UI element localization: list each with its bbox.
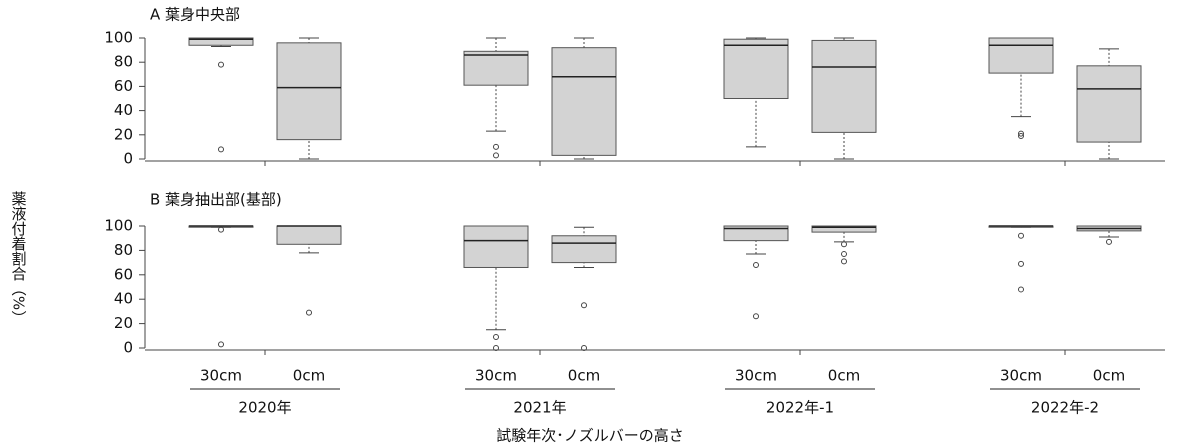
box bbox=[551, 47, 617, 156]
y-tick-label: 20 bbox=[114, 125, 133, 143]
y-tick-label: 60 bbox=[114, 77, 133, 95]
outlier bbox=[581, 345, 587, 351]
x-tick-label: 0cm bbox=[568, 367, 600, 385]
outlier bbox=[218, 61, 224, 68]
outlier bbox=[1018, 133, 1024, 140]
x-tick-label: 30cm bbox=[475, 367, 517, 385]
outlier bbox=[218, 146, 224, 153]
y-tick-label: 100 bbox=[104, 217, 133, 235]
panel-title: B 葉身抽出部(基部) bbox=[150, 191, 282, 209]
y-axis-label: 薬液付着割合（%） bbox=[10, 191, 28, 325]
outlier bbox=[1018, 260, 1024, 267]
panel-title: A 葉身中央部 bbox=[150, 6, 240, 24]
outlier bbox=[493, 143, 499, 150]
group-label: 2020年 bbox=[238, 399, 291, 417]
box bbox=[811, 39, 877, 133]
box bbox=[551, 235, 617, 264]
box bbox=[811, 225, 877, 233]
y-tick-label: 0 bbox=[123, 150, 133, 168]
outlier bbox=[841, 251, 847, 258]
y-tick-label: 80 bbox=[114, 241, 133, 259]
box bbox=[276, 225, 342, 245]
y-tick-label: 0 bbox=[123, 339, 133, 357]
box bbox=[463, 225, 529, 268]
outlier bbox=[753, 262, 759, 269]
box bbox=[463, 50, 529, 86]
outlier bbox=[1106, 238, 1112, 245]
outlier bbox=[581, 302, 587, 309]
box bbox=[723, 225, 789, 242]
outlier bbox=[1018, 286, 1024, 293]
x-tick-label: 30cm bbox=[1000, 367, 1042, 385]
outlier bbox=[753, 313, 759, 320]
box bbox=[276, 42, 342, 141]
y-tick-label: 80 bbox=[114, 53, 133, 71]
outlier bbox=[218, 341, 224, 348]
outlier bbox=[493, 334, 499, 341]
x-tick-label: 30cm bbox=[735, 367, 777, 385]
box bbox=[723, 38, 789, 99]
y-tick-label: 40 bbox=[114, 290, 133, 308]
group-label: 2022年-2 bbox=[1031, 399, 1099, 417]
x-tick-label: 0cm bbox=[293, 367, 325, 385]
box bbox=[1076, 65, 1142, 143]
box bbox=[188, 37, 254, 46]
outlier bbox=[1018, 130, 1024, 137]
x-tick-label: 0cm bbox=[828, 367, 860, 385]
x-tick-label: 0cm bbox=[1093, 367, 1125, 385]
outlier bbox=[306, 309, 312, 316]
outlier bbox=[493, 345, 499, 351]
group-label: 2021年 bbox=[513, 399, 566, 417]
y-tick-label: 40 bbox=[114, 101, 133, 119]
x-axis-label: 試験年次･ノズルバーの高さ bbox=[496, 427, 684, 445]
y-tick-label: 20 bbox=[114, 314, 133, 332]
outlier bbox=[841, 258, 847, 265]
outlier bbox=[493, 152, 499, 159]
outlier bbox=[1018, 232, 1024, 239]
box bbox=[988, 37, 1054, 74]
outlier bbox=[841, 241, 847, 248]
x-tick-label: 30cm bbox=[200, 367, 242, 385]
group-label: 2022年-1 bbox=[766, 399, 834, 417]
y-tick-label: 60 bbox=[114, 265, 133, 283]
y-tick-label: 100 bbox=[104, 29, 133, 47]
outlier bbox=[218, 226, 224, 233]
